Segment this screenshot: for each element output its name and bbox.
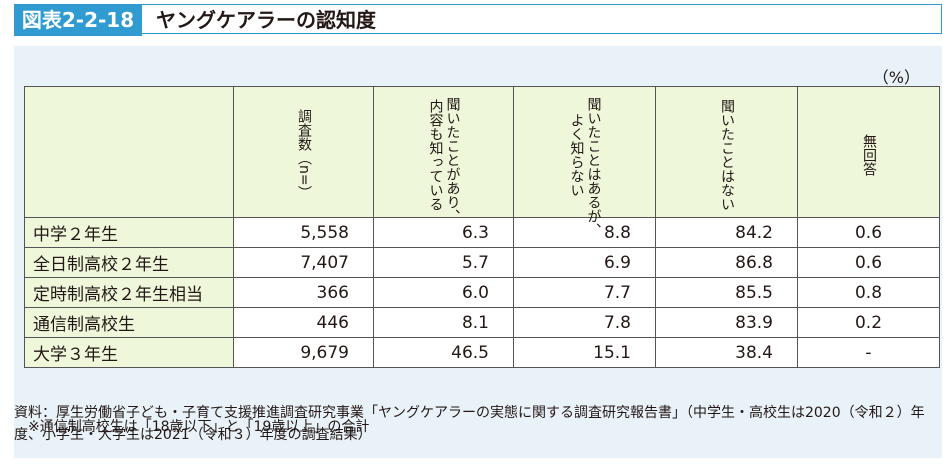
table-row: 全日制高校２年生 7,407 5.7 6.9 86.8 0.6 <box>24 247 940 278</box>
row-label: 定時制高校２年生相当 <box>24 277 234 308</box>
column-header: 聞いたことがあり、 内容も知っている <box>373 86 514 223</box>
header-row: 調査数（n=） 聞いたことがあり、 内容も知っている 聞いたことはあるが、 よく… <box>24 86 940 237</box>
column-header-label: 無回答 <box>861 133 877 176</box>
table-cell: 46.5 <box>373 337 514 368</box>
table-cell: 9,679 <box>233 337 374 368</box>
table-cell: 7,407 <box>233 247 374 278</box>
table-cell: 8.1 <box>373 307 514 338</box>
column-header-label: 聞いたことがあり、 内容も知っている <box>427 97 461 223</box>
row-label: 大学３年生 <box>24 337 234 368</box>
table-cell: 85.5 <box>655 277 798 308</box>
table-cell: 366 <box>233 277 374 308</box>
figure-number: 図表2-2-18 <box>14 4 142 36</box>
corner-cell <box>24 86 234 218</box>
table-cell: 84.2 <box>655 217 798 248</box>
table-row: 通信制高校生 446 8.1 7.8 83.9 0.2 <box>24 307 940 338</box>
table-cell: 6.0 <box>373 277 514 308</box>
row-label: 通信制高校生 <box>24 307 234 338</box>
table-cell: 7.8 <box>513 307 656 338</box>
table-row: 定時制高校２年生相当 366 6.0 7.7 85.5 0.8 <box>24 277 940 308</box>
table-cell: 15.1 <box>513 337 656 368</box>
table-cell: 0.8 <box>797 277 940 308</box>
figure-title: ヤングケアラーの認知度 <box>142 4 942 34</box>
awareness-table: 調査数（n=） 聞いたことがあり、 内容も知っている 聞いたことはあるが、 よく… <box>24 86 940 368</box>
table-cell: 0.6 <box>797 217 940 248</box>
column-header: 聞いたことはない <box>655 86 798 218</box>
column-header: 調査数（n=） <box>233 86 374 218</box>
source-note: 資料：厚生労働省子ども・子育て支援推進調査研究事業「ヤングケアラーの実態に関する… <box>14 405 925 443</box>
table-cell: 38.4 <box>655 337 798 368</box>
table-cell: 86.8 <box>655 247 798 278</box>
table-cell: 5,558 <box>233 217 374 248</box>
table-cell: 8.8 <box>513 217 656 248</box>
column-header: 無回答 <box>797 86 940 218</box>
column-header-label: 聞いたことはない <box>719 98 735 211</box>
column-header: 聞いたことはあるが、 よく知らない <box>513 86 656 237</box>
figure-panel: （%） 調査数（n=） 聞いたことがあり、 内容も知っている 聞いたことはあるが… <box>14 46 942 458</box>
unit-label: （%） <box>872 68 920 87</box>
figure-header: 図表2-2-18 ヤングケアラーの認知度 <box>0 0 950 40</box>
row-label: 全日制高校２年生 <box>24 247 234 278</box>
table-row: 中学２年生 5,558 6.3 8.8 84.2 0.6 <box>24 217 940 248</box>
row-label: 中学２年生 <box>24 217 234 248</box>
table-cell: 0.2 <box>797 307 940 338</box>
column-header-label: 聞いたことはあるが、 よく知らない <box>568 97 602 237</box>
table-row: 大学３年生 9,679 46.5 15.1 38.4 - <box>24 337 940 368</box>
table-cell: 6.3 <box>373 217 514 248</box>
table-cell: 0.6 <box>797 247 940 278</box>
table-cell: - <box>797 337 940 368</box>
column-header-label: 調査数（n=） <box>296 109 312 200</box>
table-cell: 7.7 <box>513 277 656 308</box>
table-cell: 6.9 <box>513 247 656 278</box>
table-cell: 5.7 <box>373 247 514 278</box>
table-cell: 446 <box>233 307 374 338</box>
table-footnote: ※通信制高校生は「18歳以下」と「19歳以上」の合計 <box>28 419 370 435</box>
table-cell: 83.9 <box>655 307 798 338</box>
